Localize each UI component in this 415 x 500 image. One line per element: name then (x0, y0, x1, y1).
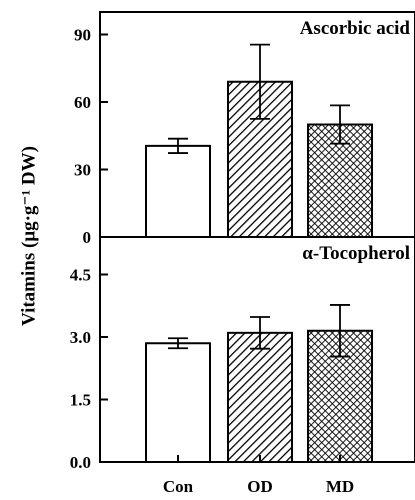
plot-area: Ascorbic acid 0 30 60 90 α-Tocopherol 0.0 1.5 3.… (70, 11, 415, 496)
y-tick-label: 90 (74, 26, 91, 45)
panel-title: Ascorbic acid (300, 18, 411, 39)
panel-1: Ascorbic acid 0 30 60 90 (74, 11, 415, 247)
panel-title: α-Tocopherol (302, 243, 410, 264)
bar-con (145, 342, 211, 463)
bar-con (145, 144, 211, 238)
x-tick-label-md: MD (326, 477, 354, 496)
y-tick-label: 60 (74, 93, 91, 112)
y-tick-label: 0 (83, 228, 92, 247)
panel-2: α-Tocopherol 0.0 1.5 3.0 4.5 (70, 236, 415, 472)
y-tick-label: 4.5 (70, 266, 91, 285)
y-tick-label: 0.0 (70, 453, 91, 472)
y-tick-label: 3.0 (70, 328, 91, 347)
y-tick-label: 30 (74, 161, 91, 180)
y-axis-label: Vitamins (μg·g⁻¹ DW) (18, 146, 39, 326)
y-tick-label: 1.5 (70, 391, 91, 410)
bar-od (227, 331, 293, 464)
x-tick-label-od: OD (247, 477, 273, 496)
x-tick-label-con: Con (163, 477, 194, 496)
